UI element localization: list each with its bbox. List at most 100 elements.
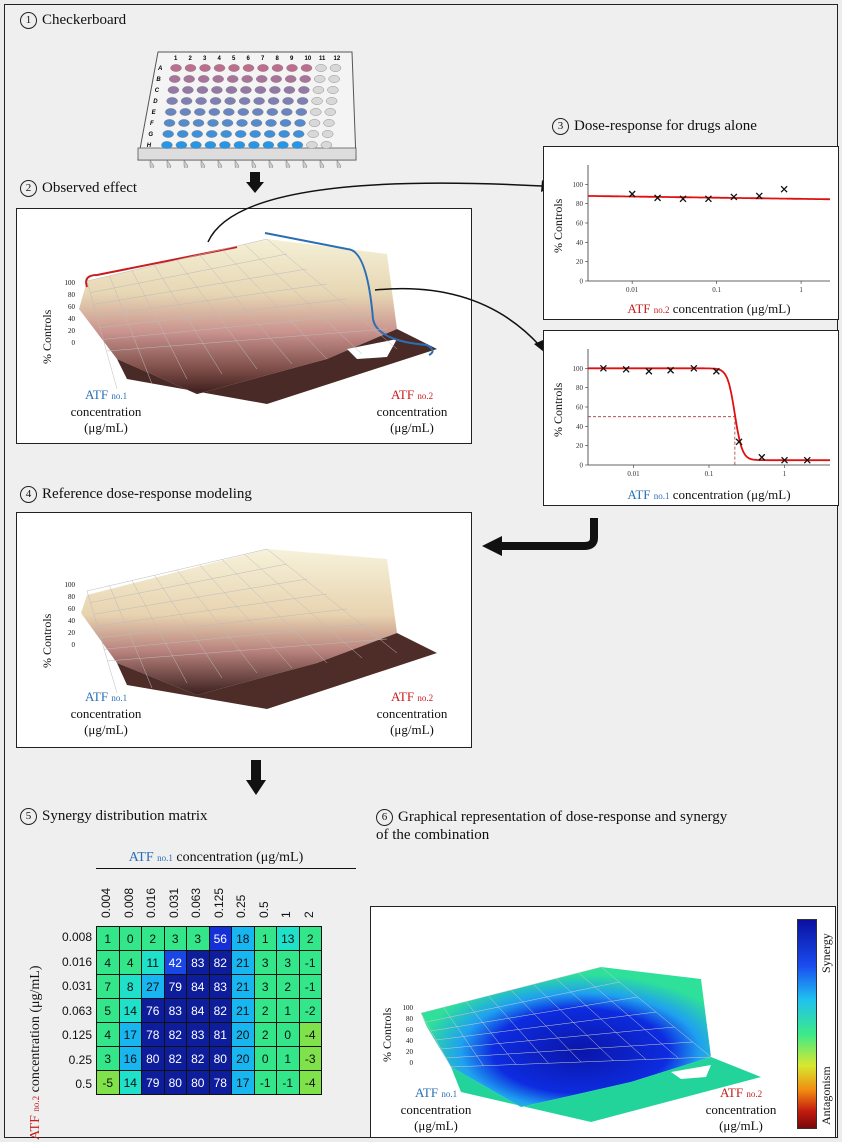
plate-well (328, 75, 340, 83)
colorbar-antagonism-label: Antagonism (819, 1066, 833, 1125)
plate-well (277, 141, 289, 149)
matrix-cell: 21 (231, 998, 255, 1023)
matrix-cell: 83 (163, 998, 187, 1023)
plate-row-label: D (153, 99, 158, 105)
surface-gridline (90, 563, 288, 603)
matrix-cell: 82 (208, 950, 232, 975)
plate-well (249, 130, 261, 138)
matrix-cell: 80 (208, 1046, 232, 1071)
surface-gridline (488, 995, 549, 1064)
plate-well (299, 75, 311, 83)
matrix-cell: 82 (163, 1022, 187, 1047)
plate-col-label: 1 (174, 56, 178, 62)
matrix-cell: -1 (298, 974, 322, 999)
svg-text:% Controls: % Controls (40, 613, 54, 668)
plate-well (194, 108, 206, 116)
section-5-title: 5 Synergy distribution matrix (20, 808, 208, 825)
plate-well (178, 119, 190, 127)
plate-well (183, 75, 195, 83)
surface-gridline (96, 593, 328, 627)
plate-col-label: 5 (232, 56, 236, 62)
matrix-header-rule (96, 868, 356, 869)
matrix-cell: 79 (141, 1070, 165, 1095)
matrix-col-header: 0.25 (234, 894, 248, 918)
plate-well (223, 108, 235, 116)
observed-z-ticks: 100 80 60 40 20 0 (64, 279, 76, 347)
plate-well (327, 86, 339, 94)
plate-col-label: 9 (290, 56, 294, 62)
matrix-col-header: 0.063 (189, 887, 203, 918)
matrix-cell: 5 (96, 998, 120, 1023)
surface-gridline (109, 275, 153, 385)
plate-col-label: 3 (203, 56, 207, 62)
surface-gridline (103, 623, 368, 650)
surface-gridline (93, 578, 308, 615)
plate-well (226, 75, 239, 83)
atf2-dose-response-chart: 100 80 60 40 20 0 0.01 0.1 1 % Controls (551, 165, 831, 294)
plate-well (233, 141, 246, 149)
y-tick-label: 0 (580, 462, 584, 470)
surface-gridline (578, 972, 679, 1059)
matrix-row-header: 0.5 (75, 1077, 92, 1091)
plate-well (324, 108, 337, 116)
matrix-cell: -5 (96, 1070, 120, 1095)
atf1-dose-response-panel: 100 80 60 40 20 0 0.01 0.1 1 % Controls ATF no.1 … (543, 330, 839, 506)
matrix-col-header: 0.5 (256, 901, 271, 918)
matrix-cell: 20 (231, 1022, 255, 1047)
y-tick-label: 0 (580, 278, 584, 286)
plate-well (254, 86, 267, 94)
plate-well (241, 75, 253, 83)
matrix-cell: 14 (118, 1070, 142, 1095)
matrix-cell: 14 (118, 998, 142, 1023)
atf2-dose-response-panel: 100 80 60 40 20 0 0.01 0.1 1 % Controls ATF no.2 … (543, 146, 839, 320)
matrix-row-header: 0.031 (61, 979, 92, 993)
data-point (645, 367, 653, 375)
matrix-cell: 2 (253, 1022, 277, 1047)
plate-well (308, 119, 321, 127)
atf2-dr-xlabel: ATF no.2 concentration (μg/mL) (627, 301, 791, 316)
data-point (755, 192, 763, 200)
data-point (628, 190, 636, 198)
matrix-cell: 7 (96, 974, 120, 999)
reference-model-panel: % Controls 100 80 60 40 20 0 ATF no.1 concentr… (16, 512, 472, 748)
matrix-cell: 2 (276, 974, 300, 999)
plate-well (329, 64, 342, 72)
plate-row-label: H (147, 143, 152, 149)
matrix-cell: 83 (186, 1022, 210, 1047)
matrix-cell: 3 (186, 926, 210, 951)
plate-well (265, 119, 277, 127)
plate-well (204, 141, 217, 149)
colorbar-synergy-label: Synergy (819, 933, 833, 973)
reference-z-ticks: 100 80 60 40 20 0 (64, 581, 76, 649)
surface-gridline (109, 585, 153, 689)
y-tick-label: 40 (576, 423, 584, 431)
matrix-cell: 82 (186, 1046, 210, 1071)
matrix-cell: 3 (253, 950, 277, 975)
fitted-curve (588, 367, 830, 462)
plate-well (195, 97, 207, 105)
plate-well (167, 86, 180, 94)
data-point (712, 367, 720, 375)
matrix-cell: 78 (141, 1022, 165, 1047)
y-tick-label: 80 (576, 384, 584, 392)
x-tick-label: 0.01 (626, 286, 639, 294)
plate-tube (166, 159, 172, 173)
plate-well (211, 86, 223, 94)
y-tick-label: 100 (573, 181, 584, 189)
observed-z-axis: % Controls (40, 309, 54, 364)
matrix-cell: 80 (186, 1070, 210, 1095)
data-point (667, 366, 675, 374)
plate-well (263, 130, 276, 138)
atf1-dr-xlabel: ATF no.1 concentration (μg/mL) (627, 487, 791, 502)
synergy-matrix: 1 0 2 3 3 56 18 1 13 2 4 4 11 42 83 82 21 3 3 -1 7 8 27 79 84 83 2… (96, 926, 322, 1095)
plate-well (196, 86, 209, 94)
plate-col-label: 11 (319, 56, 326, 62)
arrow-down-icon (246, 172, 264, 193)
surface-gridline (420, 1012, 452, 1068)
matrix-cell: 4 (118, 950, 142, 975)
observed-surface-plot (79, 232, 437, 404)
atf1-dose-response-chart: 100 80 60 40 20 0 0.01 0.1 1 % Controls (551, 349, 830, 478)
plate-row-label: C (155, 88, 160, 94)
x-tick-label: 0.1 (705, 470, 714, 478)
svg-text:% Controls: % Controls (380, 1007, 394, 1062)
